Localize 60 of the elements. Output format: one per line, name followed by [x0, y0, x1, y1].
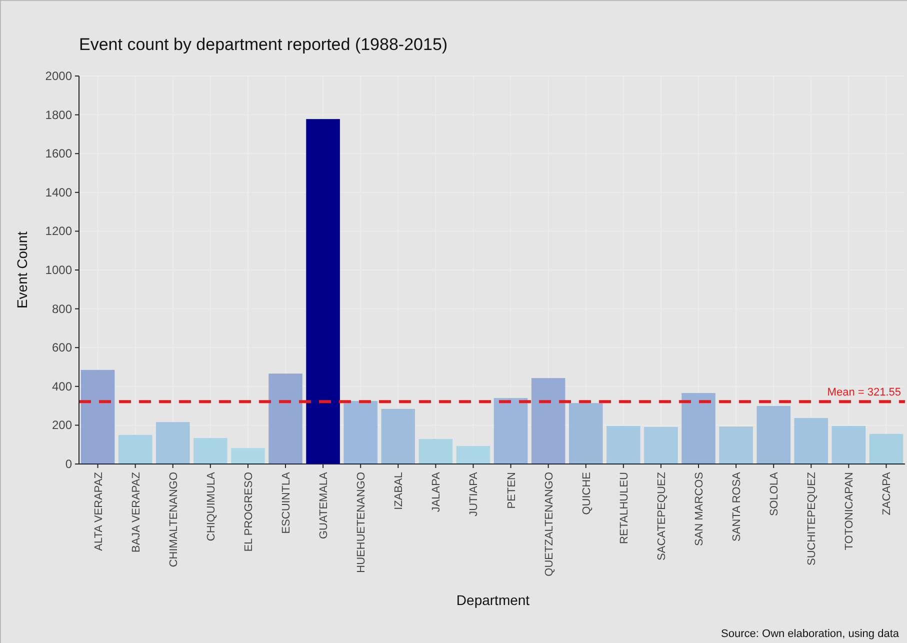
y-tick-label: 1000: [45, 263, 72, 277]
x-tick-label: QUETZALTENANGO: [543, 472, 556, 576]
x-tick-label: EL PROGRESO: [242, 472, 255, 552]
x-tick-label: SAN MARCOS: [694, 472, 706, 546]
x-tick-label: TOTONICAPAN: [844, 472, 856, 550]
bar: [869, 434, 904, 464]
x-tick-label: SOLOLA: [768, 471, 781, 516]
x-tick-label: ZACAPA: [881, 471, 894, 516]
y-axis-title: Event Count: [14, 231, 30, 309]
bar: [644, 426, 678, 464]
bar: [531, 378, 566, 464]
x-tick-label: JUTIAPA: [468, 471, 480, 516]
ref-line-label: Mean = 321.55: [827, 386, 901, 399]
y-tick-label: 2000: [45, 69, 72, 83]
x-tick-label: GUATEMALA: [318, 471, 330, 540]
bar: [568, 403, 603, 464]
x-axis-title: Department: [456, 592, 530, 608]
x-tick-label: CHIMALTENANGO: [168, 472, 180, 568]
x-tick-label: QUICHE: [580, 472, 593, 515]
x-tick-label: SUCHITEPEQUEZ: [806, 472, 818, 566]
bar: [606, 426, 640, 464]
bar: [306, 119, 340, 464]
bar: [832, 426, 866, 464]
bar: [682, 392, 716, 464]
bar: [344, 400, 378, 464]
x-tick-label: BAJA VERAPAZ: [130, 472, 142, 552]
bar: [156, 422, 190, 464]
bar: [494, 398, 528, 464]
x-tick-label: HUEHUETENANGO: [356, 472, 368, 573]
bar: [794, 418, 828, 464]
bar: [381, 408, 416, 464]
y-tick-label: 0: [65, 457, 72, 471]
x-tick-label: ESCUINTLA: [280, 471, 292, 534]
x-tick-label: ALTA VERAPAZ: [92, 472, 105, 551]
bar: [456, 446, 490, 464]
y-tick-label: 800: [52, 302, 72, 316]
source-note: Source: Own elaboration, using data: [721, 628, 900, 640]
y-tick-label: 1400: [45, 185, 72, 200]
bar: [118, 434, 152, 464]
x-tick-label: CHIQUIMULA: [205, 471, 218, 542]
y-tick-label: 1600: [45, 146, 72, 161]
y-tick-label: 1800: [45, 108, 72, 122]
bar: [756, 406, 790, 464]
bar: [268, 374, 302, 464]
bar: [80, 370, 115, 464]
y-tick-label: 600: [52, 340, 72, 355]
bar: [231, 448, 265, 464]
x-tick-label: RETALHULEU: [618, 472, 630, 544]
y-tick-label: 400: [52, 379, 72, 394]
x-tick-label: SACATEPEQUEZ: [656, 472, 668, 560]
y-tick-label: 200: [52, 418, 72, 432]
x-tick-label: SANTA ROSA: [731, 471, 744, 542]
x-tick-label: PETEN: [506, 472, 518, 509]
y-tick-label: 1200: [45, 224, 72, 238]
bar: [194, 438, 228, 464]
bar: [418, 438, 453, 464]
x-tick-label: JALAPA: [430, 471, 443, 512]
chart-title: Event count by department reported (1988-2015): [79, 35, 448, 54]
bar: [719, 426, 753, 464]
x-tick-label: IZABAL: [393, 472, 406, 510]
